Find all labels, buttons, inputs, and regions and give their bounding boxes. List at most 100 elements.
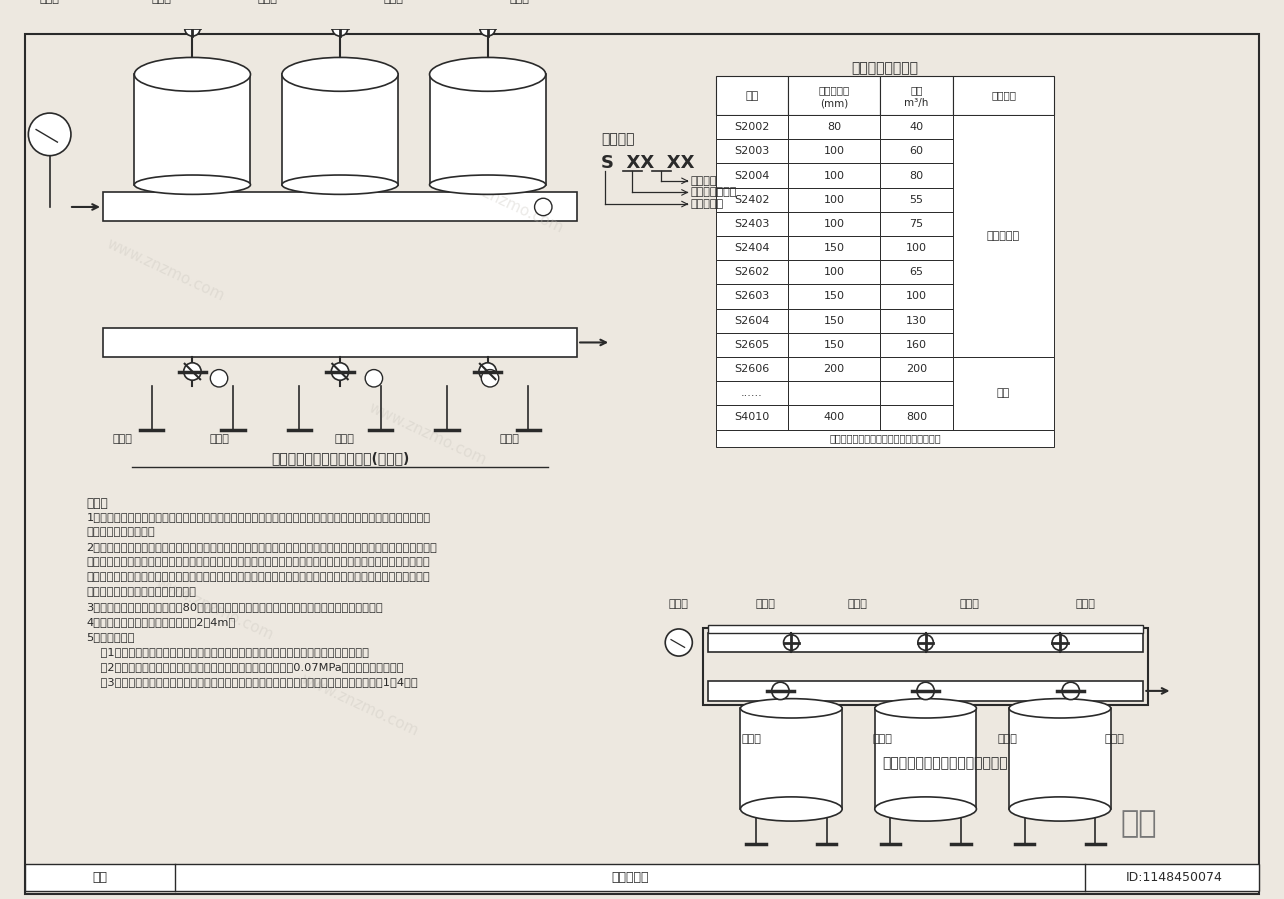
Bar	[788, 405, 880, 430]
Text: 200: 200	[905, 364, 927, 374]
Text: 100: 100	[823, 195, 845, 205]
Text: 出水管: 出水管	[872, 734, 892, 744]
Ellipse shape	[1009, 699, 1111, 718]
Text: 100: 100	[823, 267, 845, 277]
Text: S2003: S2003	[734, 147, 769, 156]
Ellipse shape	[135, 58, 250, 92]
Bar	[707, 625, 1143, 633]
Text: 关流量可根据罐体直径、罐体个数进行配置: 关流量可根据罐体直径、罐体个数进行配置	[829, 433, 941, 443]
Ellipse shape	[1009, 797, 1111, 821]
Text: www.znzmo.com: www.znzmo.com	[443, 168, 566, 236]
Text: m³/h: m³/h	[904, 98, 928, 109]
Ellipse shape	[874, 797, 976, 821]
Text: 压力表: 压力表	[998, 734, 1018, 744]
Bar	[880, 357, 953, 381]
Circle shape	[185, 21, 200, 36]
Ellipse shape	[741, 699, 842, 718]
Text: 75: 75	[909, 218, 923, 229]
Bar	[953, 357, 1054, 430]
Circle shape	[28, 113, 71, 156]
Text: 2、过滤原理：此过滤器是通过均质介质层进行过滤的，其过滤精度视砂粒大小而定。过滤过程为：水从罐体上部的: 2、过滤原理：此过滤器是通过均质介质层进行过滤的，其过滤精度视砂粒大小而定。过滤…	[86, 542, 438, 552]
Bar	[715, 188, 788, 212]
Bar	[103, 192, 577, 386]
Bar	[715, 381, 788, 405]
Bar	[880, 188, 953, 212]
Text: 排气阀: 排气阀	[384, 0, 403, 4]
Ellipse shape	[874, 699, 976, 718]
Bar	[788, 212, 880, 236]
Text: 反冲阀: 反冲阀	[112, 434, 132, 444]
Text: ......: ......	[741, 388, 763, 398]
Text: S2605: S2605	[734, 340, 769, 350]
Text: www.znzmo.com: www.znzmo.com	[153, 574, 276, 643]
Text: (mm): (mm)	[820, 98, 849, 109]
Text: 40: 40	[909, 122, 923, 132]
Text: 进水管: 进水管	[152, 0, 171, 4]
Text: 罐体个数: 罐体个数	[691, 176, 716, 186]
Bar	[741, 708, 842, 809]
Bar	[788, 236, 880, 260]
Ellipse shape	[430, 175, 546, 194]
Text: S4010: S4010	[734, 413, 769, 423]
Bar	[282, 75, 398, 184]
Circle shape	[333, 21, 348, 36]
Text: S2404: S2404	[734, 243, 769, 254]
Text: 150: 150	[823, 243, 845, 254]
Text: 施肥口: 施肥口	[499, 434, 519, 444]
Bar	[880, 260, 953, 284]
Text: 施肥口: 施肥口	[1104, 734, 1125, 744]
Bar	[788, 357, 880, 381]
Bar	[788, 381, 880, 405]
Bar	[880, 164, 953, 188]
Text: 排气阀: 排气阀	[1076, 599, 1095, 609]
Text: 连接方式: 连接方式	[991, 91, 1016, 101]
Bar	[788, 115, 880, 139]
Bar	[715, 115, 788, 139]
Circle shape	[665, 629, 692, 656]
Text: 800: 800	[905, 413, 927, 423]
Text: S2604: S2604	[734, 316, 769, 325]
Bar	[1009, 708, 1111, 809]
Bar	[715, 212, 788, 236]
Bar	[702, 628, 1148, 706]
Text: 5、注意事项：: 5、注意事项：	[86, 632, 135, 643]
Circle shape	[479, 363, 497, 380]
Bar	[788, 164, 880, 188]
Text: 型号: 型号	[745, 91, 759, 101]
Ellipse shape	[741, 797, 842, 821]
Bar	[788, 260, 880, 284]
Bar	[880, 212, 953, 236]
Text: 100: 100	[907, 291, 927, 301]
Text: 反冲阀: 反冲阀	[847, 599, 868, 609]
Text: 沙石过滤器规格表: 沙石过滤器规格表	[851, 61, 918, 76]
Ellipse shape	[135, 175, 250, 194]
Ellipse shape	[430, 58, 546, 92]
Bar	[715, 405, 788, 430]
Text: 65: 65	[909, 267, 923, 277]
Circle shape	[534, 199, 552, 216]
Bar	[874, 708, 976, 809]
Bar	[103, 328, 577, 357]
Circle shape	[1052, 635, 1067, 650]
Text: 出水管: 出水管	[335, 434, 354, 444]
Text: 物、有机杂质及淤泥。: 物、有机杂质及淤泥。	[86, 528, 155, 538]
Text: 法兰、卡口: 法兰、卡口	[987, 231, 1019, 241]
Text: 进出口直径: 进出口直径	[818, 85, 850, 95]
Bar	[26, 864, 1258, 891]
Text: 55: 55	[909, 195, 923, 205]
Text: 100: 100	[823, 171, 845, 181]
Text: www.znzmo.com: www.znzmo.com	[104, 236, 227, 304]
Text: 200: 200	[823, 364, 845, 374]
Bar	[715, 76, 788, 115]
Text: 100: 100	[823, 218, 845, 229]
Bar	[103, 192, 577, 221]
Circle shape	[1062, 682, 1080, 699]
Text: 150: 150	[823, 340, 845, 350]
Bar	[880, 405, 953, 430]
Circle shape	[365, 369, 383, 387]
Ellipse shape	[282, 58, 398, 92]
Text: ID:1148450074: ID:1148450074	[1126, 871, 1222, 885]
Bar	[788, 284, 880, 308]
Text: 图纸: 图纸	[92, 871, 108, 885]
Circle shape	[783, 635, 799, 650]
